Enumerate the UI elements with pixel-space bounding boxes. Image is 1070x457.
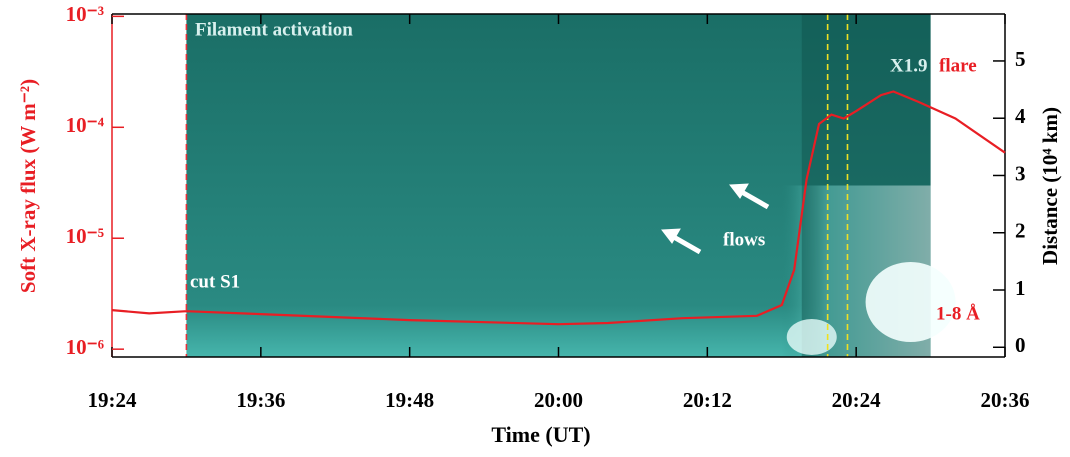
y2-tick-label: 3 xyxy=(1015,161,1026,185)
x-axis-label: Time (UT) xyxy=(491,422,590,447)
legend-label: 1-8 Å xyxy=(936,303,980,324)
y2-tick-label: 1 xyxy=(1015,276,1026,300)
y2-tick-label: 2 xyxy=(1015,219,1026,243)
y2-tick-label: 0 xyxy=(1015,333,1026,357)
y2-tick-label: 5 xyxy=(1015,47,1026,71)
y-tick-label: 10⁻³ xyxy=(66,2,104,26)
x-tick-label: 20:00 xyxy=(534,388,583,412)
plot xyxy=(111,13,1006,358)
annotation: flare xyxy=(939,55,977,76)
annotation: flows xyxy=(723,229,765,250)
y-tick-label: 10⁻⁴ xyxy=(66,113,105,137)
y-tick-label: 10⁻⁵ xyxy=(66,224,104,248)
image-bright xyxy=(865,262,956,342)
arrows xyxy=(661,183,770,255)
annotation: X1.9 xyxy=(890,55,927,76)
y2-tick-label: 4 xyxy=(1015,104,1026,128)
y-tick-label: 10⁻⁶ xyxy=(66,335,104,359)
flux-line xyxy=(111,90,1006,326)
annotation: Filament activation xyxy=(195,19,353,40)
image-bright xyxy=(786,319,837,355)
x-tick-label: 20:24 xyxy=(832,388,881,412)
x-tick-label: 19:24 xyxy=(88,388,137,412)
y2-axis-label: Distance (10⁴ km) xyxy=(1038,107,1062,265)
x-tick-label: 19:36 xyxy=(236,388,285,412)
time-distance-image xyxy=(186,14,956,357)
y-axis-label: Soft X-ray flux (W m⁻²) xyxy=(16,79,40,293)
x-tick-label: 19:48 xyxy=(385,388,434,412)
x-tick-label: 20:12 xyxy=(683,388,732,412)
annotation: cut S1 xyxy=(190,271,240,292)
x-tick-label: 20:36 xyxy=(981,388,1030,412)
